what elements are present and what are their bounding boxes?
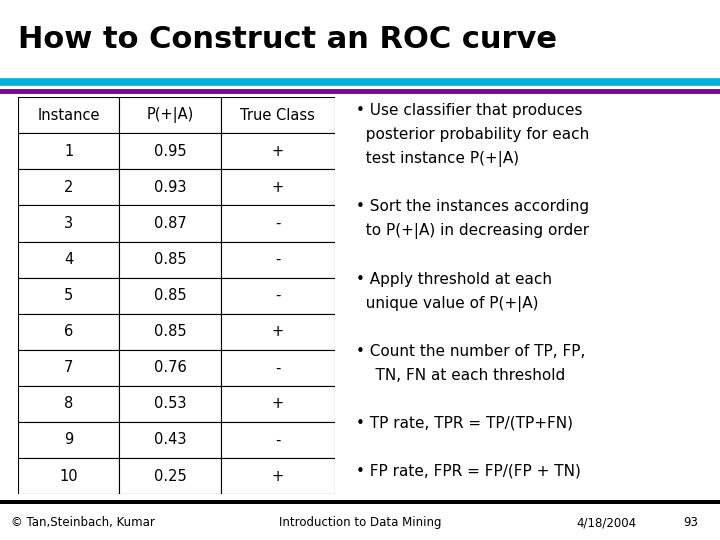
Bar (221, 458, 335, 494)
Text: +: + (271, 324, 284, 339)
Text: 3: 3 (64, 216, 73, 231)
Text: -: - (275, 216, 281, 231)
Text: 0.76: 0.76 (153, 360, 186, 375)
Bar (18, 133, 120, 170)
Text: True Class: True Class (240, 108, 315, 123)
Text: +: + (271, 469, 284, 483)
Bar (221, 314, 335, 350)
Bar (18, 170, 120, 205)
Text: posterior probability for each: posterior probability for each (356, 127, 590, 142)
Bar (221, 422, 335, 458)
Bar (120, 97, 221, 133)
Bar (221, 205, 335, 241)
Text: How to Construct an ROC curve: How to Construct an ROC curve (18, 25, 557, 53)
Text: +: + (271, 396, 284, 411)
Text: 0.43: 0.43 (154, 433, 186, 448)
Text: 0.85: 0.85 (154, 324, 186, 339)
Text: 0.95: 0.95 (154, 144, 186, 159)
Text: 6: 6 (64, 324, 73, 339)
Text: P(+|A): P(+|A) (146, 107, 194, 123)
Text: 10: 10 (59, 469, 78, 483)
Text: 4/18/2004: 4/18/2004 (576, 516, 636, 530)
Bar (221, 278, 335, 314)
Bar (18, 97, 120, 133)
Text: • Apply threshold at each: • Apply threshold at each (356, 272, 552, 287)
Bar (18, 350, 120, 386)
Bar (120, 458, 221, 494)
Bar (120, 170, 221, 205)
Text: +: + (271, 144, 284, 159)
Text: 8: 8 (64, 396, 73, 411)
Bar (18, 314, 120, 350)
Text: TN, FN at each threshold: TN, FN at each threshold (356, 368, 566, 383)
Bar (120, 314, 221, 350)
Bar (120, 205, 221, 241)
Bar (120, 278, 221, 314)
Text: -: - (275, 252, 281, 267)
Bar (221, 170, 335, 205)
Text: • Use classifier that produces: • Use classifier that produces (356, 103, 583, 118)
Bar (120, 133, 221, 170)
Bar (18, 241, 120, 278)
Text: 93: 93 (683, 516, 698, 530)
Bar (120, 422, 221, 458)
Text: 0.85: 0.85 (154, 288, 186, 303)
Text: -: - (275, 433, 281, 448)
Bar (221, 97, 335, 133)
Text: unique value of P(+|A): unique value of P(+|A) (356, 295, 539, 312)
Bar (18, 386, 120, 422)
Text: © Tan,Steinbach, Kumar: © Tan,Steinbach, Kumar (11, 516, 155, 530)
Text: 5: 5 (64, 288, 73, 303)
Text: test instance P(+|A): test instance P(+|A) (356, 151, 520, 167)
Text: 9: 9 (64, 433, 73, 448)
Text: • FP rate, FPR = FP/(FP + TN): • FP rate, FPR = FP/(FP + TN) (356, 464, 581, 479)
Text: 4: 4 (64, 252, 73, 267)
Bar (221, 241, 335, 278)
Text: • Count the number of TP, FP,: • Count the number of TP, FP, (356, 343, 586, 359)
Text: -: - (275, 360, 281, 375)
Bar (18, 205, 120, 241)
Text: Introduction to Data Mining: Introduction to Data Mining (279, 516, 441, 530)
Bar (120, 241, 221, 278)
Text: 0.25: 0.25 (153, 469, 186, 483)
Text: Instance: Instance (37, 108, 100, 123)
Text: 0.93: 0.93 (154, 180, 186, 195)
Bar (221, 386, 335, 422)
Bar (221, 350, 335, 386)
Bar (18, 278, 120, 314)
Bar (18, 458, 120, 494)
Text: 2: 2 (64, 180, 73, 195)
Text: +: + (271, 180, 284, 195)
Bar (0, 500, 720, 504)
Text: 7: 7 (64, 360, 73, 375)
Text: to P(+|A) in decreasing order: to P(+|A) in decreasing order (356, 224, 590, 239)
Text: 0.85: 0.85 (154, 252, 186, 267)
Text: 0.53: 0.53 (154, 396, 186, 411)
Text: -: - (275, 288, 281, 303)
Bar (18, 422, 120, 458)
Text: 1: 1 (64, 144, 73, 159)
Text: • Sort the instances according: • Sort the instances according (356, 199, 590, 214)
Text: 0.87: 0.87 (153, 216, 186, 231)
Bar (120, 350, 221, 386)
Bar (120, 386, 221, 422)
Text: • TP rate, TPR = TP/(TP+FN): • TP rate, TPR = TP/(TP+FN) (356, 416, 573, 431)
Bar (221, 133, 335, 170)
